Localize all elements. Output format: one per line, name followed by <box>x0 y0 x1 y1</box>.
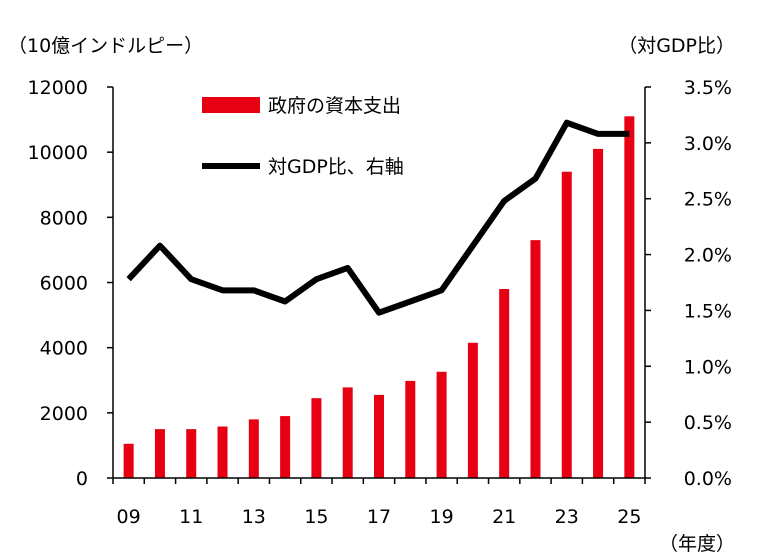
right-tick-label: 2.5% <box>684 189 732 211</box>
right-tick-label: 1.0% <box>684 356 732 378</box>
x-tick-label: 11 <box>179 506 203 528</box>
left-tick-label: 0 <box>76 468 88 490</box>
bar <box>248 419 259 478</box>
bar <box>123 443 134 478</box>
right-tick-label: 1.5% <box>684 300 732 322</box>
right-tick-label: 3.5% <box>684 77 732 99</box>
bar <box>154 429 165 478</box>
x-tick-label: 19 <box>429 506 453 528</box>
x-tick-label: 23 <box>555 506 579 528</box>
right-tick-label: 2.0% <box>684 245 732 267</box>
bar <box>624 116 635 478</box>
right-tick-label: 0.0% <box>684 468 732 490</box>
x-axis-unit: （年度） <box>659 533 735 555</box>
bar <box>405 380 416 478</box>
bar <box>280 416 291 478</box>
left-tick-label: 12000 <box>28 77 88 99</box>
x-tick-label: 09 <box>117 506 141 528</box>
line-series <box>126 119 630 316</box>
left-tick-label: 8000 <box>40 207 88 229</box>
left-tick-label: 4000 <box>40 338 88 360</box>
bar <box>499 289 510 478</box>
tick-labels: 0 2000 4000 6000 8000 10000 12000 0.0% 0.5% 1.0% 1… <box>28 77 732 528</box>
bar <box>186 429 197 478</box>
bar <box>467 342 478 478</box>
bar <box>311 398 322 478</box>
bar <box>436 371 447 478</box>
bar <box>561 171 572 478</box>
right-tick-label: 0.5% <box>684 412 732 434</box>
left-tick-label: 10000 <box>28 142 88 164</box>
axes <box>107 86 651 484</box>
left-tick-label: 2000 <box>40 403 88 425</box>
x-tick-label: 25 <box>617 506 641 528</box>
right-tick-label: 3.0% <box>684 133 732 155</box>
bar <box>217 426 228 478</box>
x-tick-label: 17 <box>367 506 391 528</box>
legend: 政府の資本支出 対GDP比、右軸 <box>202 95 404 178</box>
legend-swatch-bar <box>202 97 260 113</box>
x-tick-label: 13 <box>242 506 266 528</box>
right-axis-unit: （対GDP比） <box>618 35 735 57</box>
legend-label-line: 対GDP比、右軸 <box>268 156 404 178</box>
x-tick-label: 21 <box>492 506 516 528</box>
bar <box>342 387 353 478</box>
bar <box>530 240 541 478</box>
left-axis-unit: （10億インドルピー） <box>8 35 203 57</box>
bar <box>593 148 604 479</box>
legend-label-bar: 政府の資本支出 <box>268 95 401 117</box>
bar <box>374 394 384 478</box>
bar-series <box>123 116 635 479</box>
left-tick-label: 6000 <box>40 273 88 295</box>
ratio-line <box>126 119 630 316</box>
x-tick-label: 15 <box>304 506 328 528</box>
